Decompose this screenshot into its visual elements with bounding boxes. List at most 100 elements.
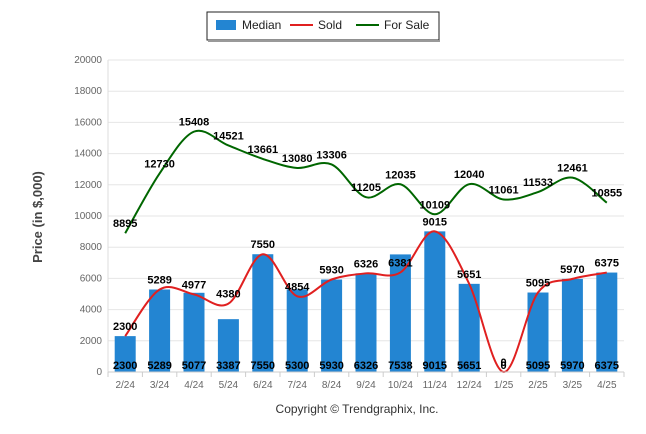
median-bar-label: 7550	[251, 360, 275, 372]
x-tick-label: 12/24	[457, 380, 482, 391]
median-bar-label: 3387	[216, 360, 240, 372]
median-bar	[596, 272, 618, 372]
sold-point-label: 5651	[457, 269, 481, 281]
sold-point-label: 4854	[285, 281, 310, 293]
x-tick-label: 10/24	[388, 380, 413, 391]
median-bar	[527, 292, 549, 372]
legend-label-for-sale: For Sale	[384, 18, 430, 32]
median-bar-label: 5930	[319, 360, 343, 372]
median-bar-label: 5651	[457, 360, 481, 372]
x-tick-label: 11/24	[423, 380, 448, 391]
for-sale-point-label: 12040	[454, 169, 485, 181]
legend-swatch-median	[216, 20, 236, 30]
median-bar-label: 5289	[147, 360, 171, 372]
x-tick-label: 2/24	[115, 380, 135, 391]
x-tick-label: 4/24	[184, 380, 204, 391]
median-bar-label: 5300	[285, 360, 309, 372]
median-bar-label: 6326	[354, 360, 378, 372]
y-axis-ticks: 0 2000 4000 6000 8000 10000 12000 14000 16000 180…	[74, 55, 102, 378]
median-bar	[355, 273, 377, 372]
median-bar-label: 9015	[423, 360, 447, 372]
median-bar	[286, 289, 308, 372]
legend: Median Sold For Sale	[206, 11, 440, 42]
legend-box	[206, 11, 440, 41]
y-tick-label: 20000	[74, 55, 102, 66]
x-axis-ticks: 2/24 3/24 4/24 5/24 6/24 7/24 8/24 9/24 10/24 11/…	[107, 371, 625, 391]
y-tick-label: 8000	[80, 242, 103, 253]
x-tick-label: 5/24	[219, 380, 239, 391]
for-sale-point-label: 14521	[213, 130, 244, 142]
sold-point-label: 6381	[388, 257, 412, 269]
y-tick-label: 18000	[74, 86, 102, 97]
median-bar	[183, 292, 205, 372]
median-bar	[424, 231, 446, 372]
median-bar-label: 2300	[113, 360, 137, 372]
for-sale-point-label: 8895	[113, 218, 137, 230]
median-bar	[114, 336, 136, 372]
for-sale-point-label: 13661	[248, 144, 279, 156]
median-bar	[389, 254, 411, 372]
for-sale-point-label: 10109	[420, 199, 451, 211]
for-sale-point-label: 11061	[489, 184, 519, 196]
median-bar	[149, 289, 171, 372]
sold-point-label: 5930	[319, 264, 343, 276]
median-bar-label: 7538	[388, 360, 412, 372]
sold-point-label: 0	[501, 357, 507, 369]
for-sale-point-label: 10855	[592, 188, 623, 200]
sold-point-label: 5095	[526, 278, 550, 290]
sold-point-label: 2300	[113, 321, 137, 333]
y-tick-label: 2000	[80, 336, 103, 347]
for-sale-point-label: 11205	[351, 182, 381, 194]
for-sale-point-label: 15408	[179, 117, 210, 129]
for-sale-point-label: 12730	[144, 158, 175, 170]
median-bar	[458, 283, 480, 372]
legend-label-median: Median	[242, 18, 281, 32]
median-bar-label: 5970	[560, 360, 584, 372]
median-bar	[321, 279, 343, 372]
x-tick-label: 4/25	[597, 380, 617, 391]
y-tick-label: 4000	[80, 305, 103, 316]
sold-line-group: 2300 5289 4977 4380 7550 4854 5930 6326 6381 9015…	[113, 216, 619, 373]
x-tick-label: 1/25	[494, 380, 514, 391]
x-tick-label: 3/25	[563, 380, 583, 391]
x-tick-label: 3/24	[150, 380, 170, 391]
median-bar	[252, 254, 274, 372]
for-sale-point-label: 13080	[282, 153, 313, 165]
median-bar-label: 6375	[595, 360, 619, 372]
y-tick-label: 0	[96, 367, 102, 378]
sold-point-label: 6375	[595, 258, 619, 270]
median-bar-labels: 2300 5289 5077 3387 7550 5300 5930 6326 7538 9015…	[113, 360, 619, 372]
sold-point-label: 5970	[560, 264, 584, 276]
median-bar	[561, 278, 583, 372]
median-bar-label: 0	[501, 360, 507, 372]
for-sale-point-label: 13306	[316, 149, 347, 161]
for-sale-line	[124, 129, 608, 234]
y-tick-label: 14000	[74, 149, 102, 160]
median-bars	[114, 231, 618, 372]
for-sale-point-label: 11533	[523, 177, 553, 189]
x-tick-label: 9/24	[356, 380, 376, 391]
sold-point-label: 4380	[216, 289, 240, 301]
sold-line	[124, 230, 607, 373]
legend-label-sold: Sold	[318, 18, 342, 32]
median-bar-label: 5095	[526, 360, 550, 372]
sold-point-label: 5289	[147, 274, 171, 286]
sold-point-label: 7550	[251, 239, 275, 251]
x-tick-label: 6/24	[253, 380, 273, 391]
y-tick-label: 12000	[74, 180, 102, 191]
median-bar-label: 5077	[182, 360, 206, 372]
y-tick-label: 16000	[74, 117, 102, 128]
copyright-text: Copyright © Trendgraphix, Inc.	[276, 402, 439, 416]
x-tick-label: 7/24	[287, 380, 307, 391]
sold-point-label: 6326	[354, 258, 378, 270]
sold-point-label: 9015	[423, 216, 447, 228]
x-tick-label: 2/25	[528, 380, 548, 391]
sold-point-label: 4977	[182, 279, 206, 291]
median-bar	[217, 319, 239, 372]
y-tick-label: 10000	[74, 211, 102, 222]
y-tick-label: 6000	[80, 273, 103, 284]
for-sale-point-label: 12461	[557, 163, 588, 175]
